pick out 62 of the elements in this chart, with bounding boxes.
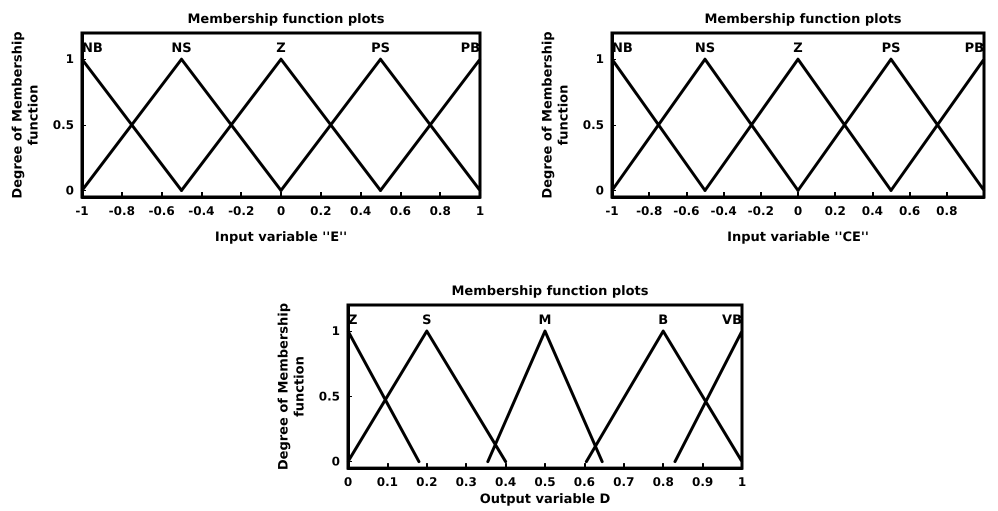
- x-tick-label: -0.8: [636, 204, 662, 218]
- x-tick-label: 0.8: [936, 204, 958, 218]
- series-label: M: [538, 313, 552, 328]
- x-tick-label: 0.6: [898, 204, 920, 218]
- x-tick-label: -0.6: [673, 204, 700, 218]
- y-axis-title: Degree of Membership function: [10, 31, 42, 199]
- series-label: S: [422, 313, 432, 328]
- x-tick-label: 0.4: [494, 475, 516, 490]
- x-tick-label: 0.2: [310, 204, 332, 218]
- y-tick-label: 0: [596, 183, 604, 198]
- x-tick-label: -0.8: [108, 204, 135, 218]
- x-tick-label: -0.6: [148, 204, 175, 218]
- x-tick-label: 0.2: [416, 475, 438, 490]
- x-tick-label: 0.1: [376, 475, 398, 490]
- chart-title: Membership function plots: [451, 284, 649, 299]
- x-axis-title: Input variable ''E'': [214, 230, 348, 245]
- x-tick-label: 0.8: [430, 204, 451, 218]
- x-tick-label: 0.5: [534, 475, 556, 490]
- y-tick-label: 0.5: [52, 118, 74, 132]
- x-tick-label: -1: [75, 204, 89, 218]
- x-tick-label: 0.3: [456, 475, 477, 490]
- x-tick-label: 0.8: [652, 475, 674, 490]
- series-label: B: [658, 313, 668, 328]
- x-tick-label: -0.4: [188, 204, 215, 218]
- series-label: NS: [694, 41, 716, 56]
- series-label: Z: [276, 41, 286, 56]
- x-tick-label: 0.6: [574, 475, 596, 490]
- x-axis-title: Output variable D: [480, 492, 611, 507]
- y-axis-title: Degree of Membership function: [540, 31, 572, 199]
- x-tick-label: 1: [476, 204, 484, 218]
- series-label: Z: [793, 41, 803, 56]
- x-tick-label: -1: [605, 204, 619, 218]
- x-axis-title: Input variable ''CE'': [727, 230, 869, 245]
- x-tick-label: 0.6: [390, 204, 412, 218]
- x-tick-label: 0: [344, 475, 352, 490]
- y-tick-label: 0.5: [318, 389, 340, 404]
- x-tick-label: 0.4: [862, 204, 884, 218]
- x-tick-label: 0: [794, 204, 802, 218]
- x-tick-label: 1: [738, 475, 746, 490]
- y-tick-label: 1: [66, 52, 74, 66]
- series-label: PS: [371, 41, 390, 56]
- x-tick-label: 0.9: [692, 475, 714, 490]
- y-tick-label: 0: [332, 454, 340, 469]
- series-label: PS: [882, 41, 900, 56]
- x-tick-label: 0.7: [613, 475, 634, 490]
- series-label: PB: [964, 41, 984, 56]
- series-label: NS: [171, 41, 192, 56]
- chart-title: Membership function plots: [704, 12, 902, 27]
- x-tick-label: 0.2: [824, 204, 846, 218]
- y-tick-label: 1: [332, 324, 340, 338]
- x-tick-label: 0.4: [350, 204, 372, 218]
- y-tick-label: 1: [596, 52, 604, 66]
- x-tick-label: 0: [276, 204, 286, 218]
- series-label: PB: [460, 41, 480, 56]
- x-tick-label: -0.4: [710, 204, 737, 218]
- series-label: VB: [722, 313, 742, 328]
- chart-title: Membership function plots: [187, 12, 385, 27]
- y-tick-label: 0.5: [582, 118, 604, 132]
- x-tick-label: -0.2: [228, 204, 254, 218]
- x-tick-label: -0.2: [748, 204, 774, 218]
- y-tick-label: 0: [66, 183, 74, 198]
- y-axis-title: Degree of Membership function: [276, 302, 308, 470]
